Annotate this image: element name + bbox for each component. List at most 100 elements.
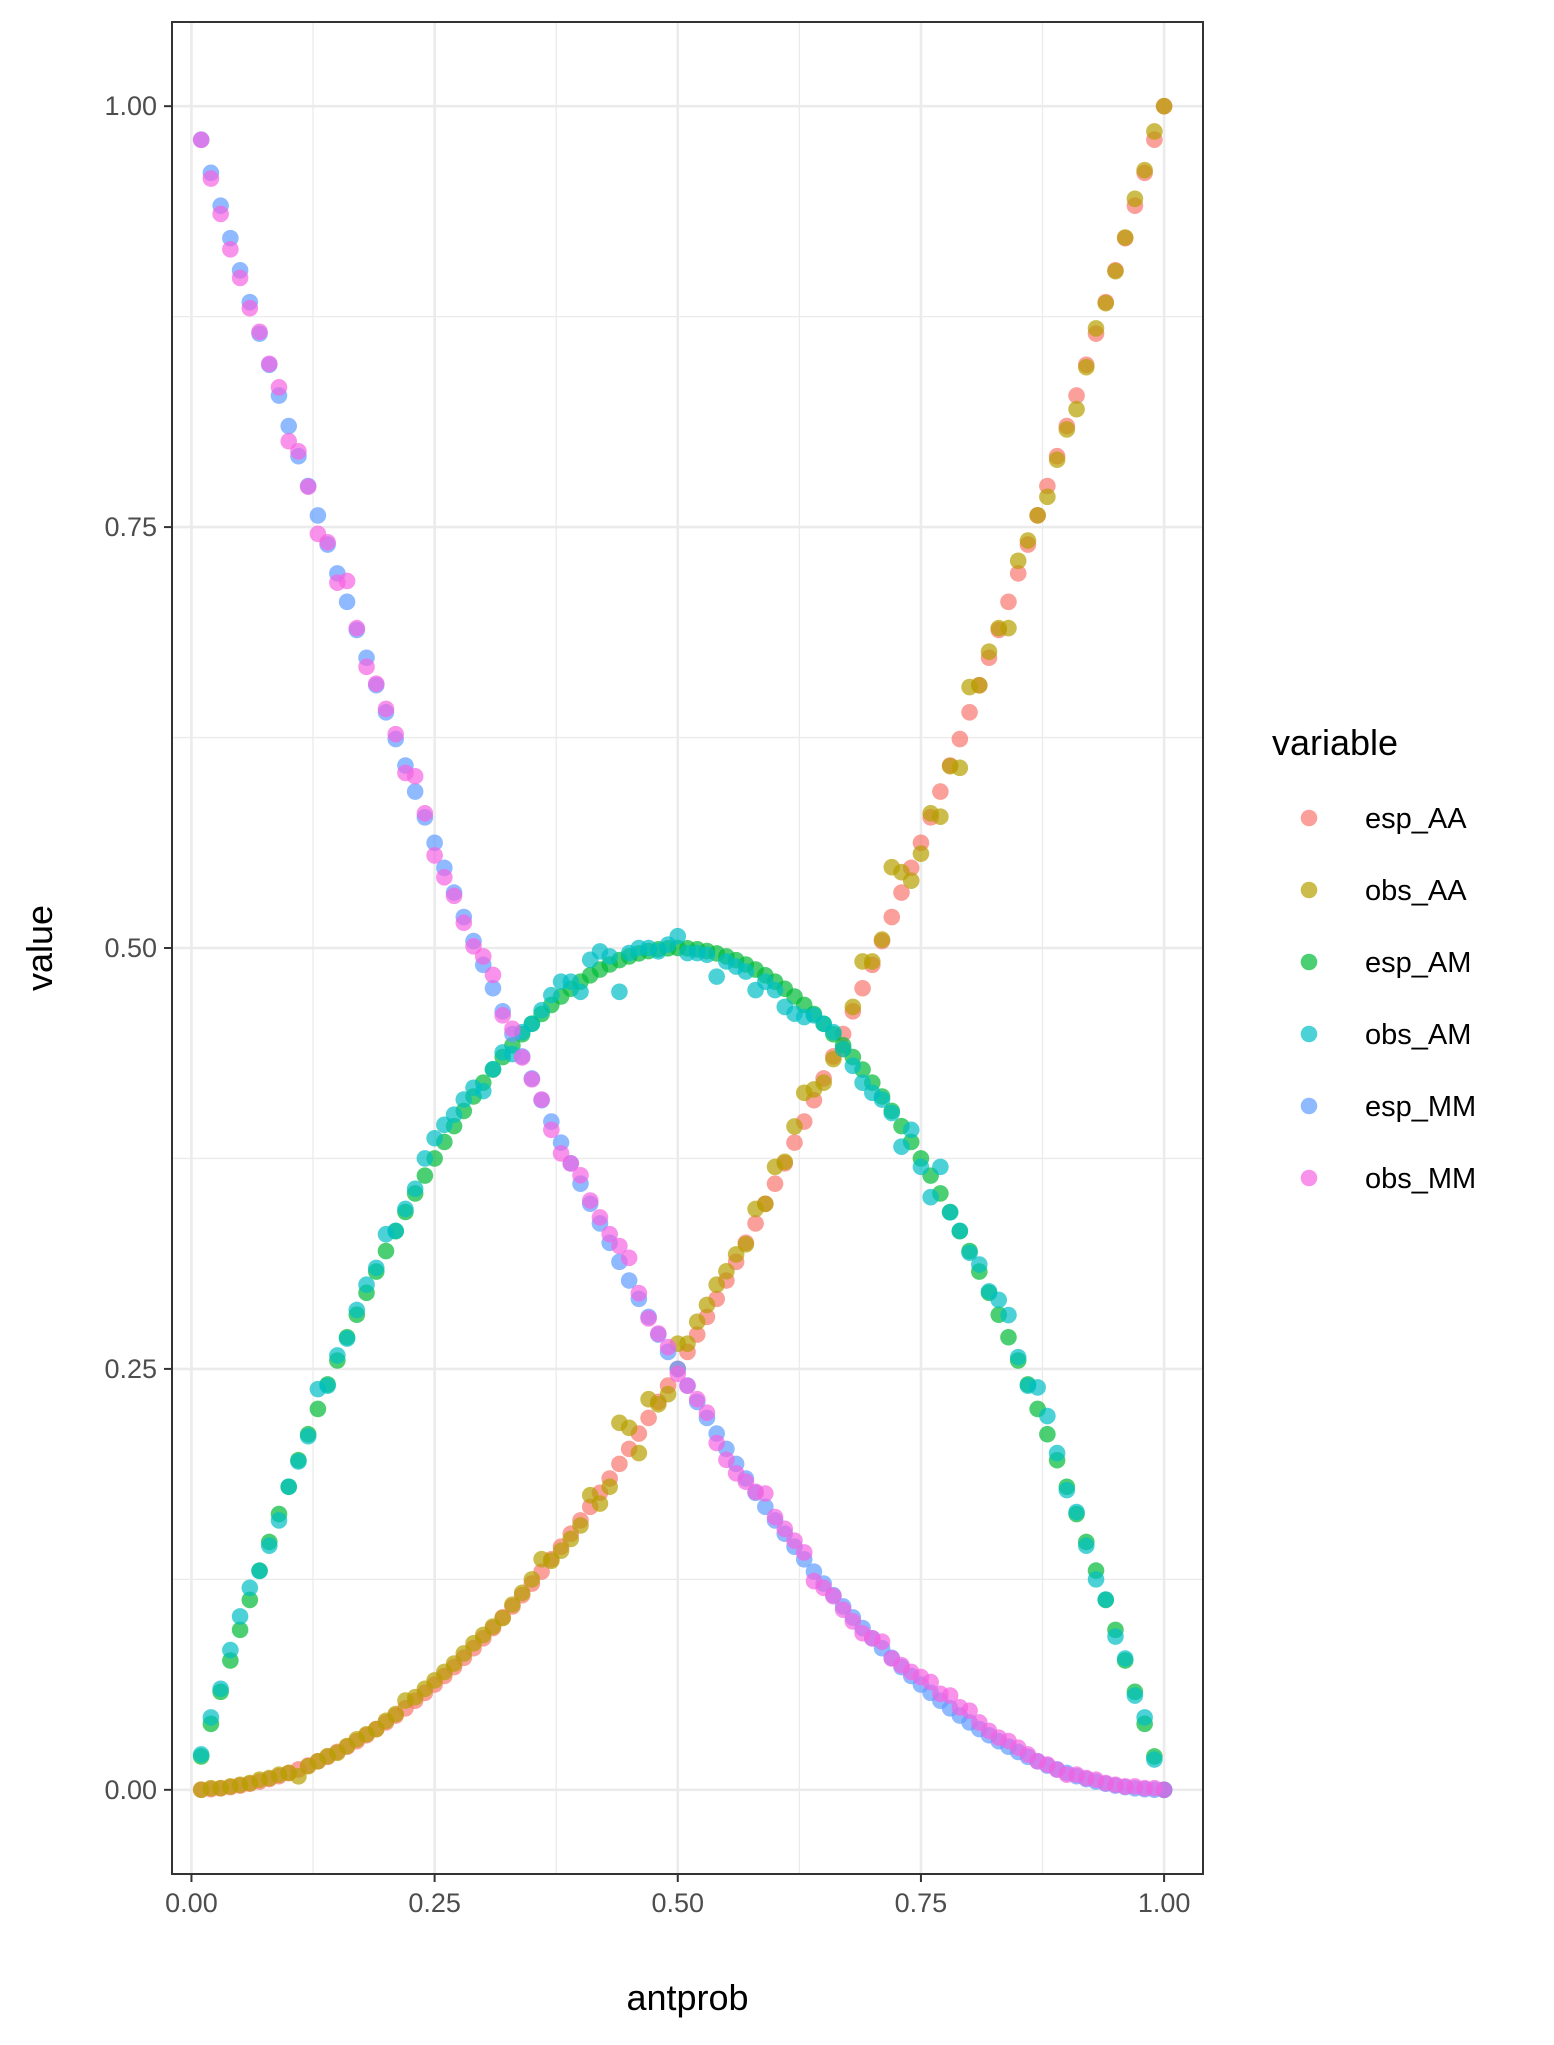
point-obs_AA: [659, 1385, 677, 1403]
point-obs_MM: [650, 1325, 667, 1342]
point-obs_AA: [873, 931, 891, 948]
point-obs_AA: [1155, 97, 1173, 115]
point-esp_AA: [786, 1134, 803, 1151]
point-obs_MM: [776, 1520, 794, 1538]
point-obs_MM: [523, 1071, 541, 1088]
point-obs_AM: [941, 1204, 959, 1221]
point-obs_AM: [893, 1138, 910, 1155]
point-obs_MM: [377, 700, 395, 718]
point-obs_AM: [912, 1158, 930, 1176]
point-obs_AA: [844, 998, 862, 1016]
point-obs_MM: [922, 1673, 939, 1691]
point-obs_AA: [1029, 507, 1046, 524]
point-esp_AM: [1000, 1328, 1017, 1346]
point-obs_AA: [1097, 294, 1115, 312]
legend-item-esp_AM: esp_AM: [1300, 947, 1471, 979]
point-obs_AA: [1146, 123, 1163, 140]
point-obs_AA: [562, 1530, 580, 1548]
point-obs_AM: [231, 1608, 249, 1625]
point-esp_AA: [611, 1455, 628, 1473]
point-obs_MM: [562, 1155, 580, 1172]
point-obs_AM: [367, 1259, 385, 1277]
point-obs_AM: [1126, 1687, 1144, 1704]
point-obs_AM: [241, 1579, 259, 1597]
point-obs_AM: [1077, 1537, 1095, 1554]
legend-label: esp_AM: [1365, 947, 1471, 979]
point-obs_AM: [766, 981, 784, 999]
point-obs_AM: [1136, 1709, 1153, 1726]
point-obs_AM: [416, 1150, 434, 1167]
point-obs_MM: [757, 1485, 774, 1502]
point-esp_AM: [1039, 1425, 1056, 1443]
point-obs_AM: [970, 1256, 988, 1273]
point-obs_AM: [474, 1082, 492, 1100]
legend-item-obs_AA: obs_AA: [1300, 875, 1467, 907]
point-esp_AM: [377, 1242, 395, 1260]
point-obs_MM: [766, 1508, 784, 1526]
point-obs_AA: [1126, 190, 1144, 208]
point-obs_MM: [436, 868, 453, 886]
point-esp_AA: [747, 1215, 764, 1232]
x-tick-label: 0.25: [408, 1888, 461, 1918]
point-obs_MM: [825, 1587, 842, 1605]
x-tick-label: 0.00: [165, 1888, 218, 1918]
point-obs_AM: [358, 1276, 375, 1294]
point-esp_MM: [280, 417, 298, 435]
point-esp_AA: [766, 1175, 784, 1193]
point-obs_AA: [591, 1495, 609, 1512]
point-obs_AM: [737, 963, 755, 980]
point-obs_AA: [951, 759, 969, 777]
point-obs_AM: [932, 1158, 949, 1176]
y-axis: 0.00 0.25 0.50 0.75 1.00: [104, 91, 172, 1805]
y-tick-label: 0.00: [104, 1775, 157, 1805]
point-obs_MM: [387, 725, 405, 743]
point-obs_AA: [708, 1276, 725, 1294]
point-obs_AM: [280, 1478, 298, 1496]
point-obs_MM: [367, 675, 385, 692]
point-obs_MM: [290, 443, 307, 460]
y-tick-label: 0.75: [104, 512, 157, 542]
point-obs_AA: [1107, 262, 1124, 280]
point-obs_AA: [912, 845, 930, 863]
point-obs_MM: [494, 1007, 511, 1024]
x-tick-label: 0.50: [651, 1888, 704, 1918]
legend-key-esp_MM: [1300, 1097, 1318, 1115]
point-esp_MM: [426, 834, 443, 852]
point-obs_AA: [902, 872, 920, 889]
point-obs_AM: [1048, 1444, 1066, 1462]
point-esp_AA: [854, 979, 871, 997]
point-esp_AA: [961, 703, 978, 721]
point-obs_AA: [572, 1517, 589, 1534]
point-obs_AA: [970, 677, 988, 694]
point-obs_AM: [1000, 1306, 1017, 1324]
point-obs_AM: [611, 983, 628, 1001]
y-tick-label: 1.00: [104, 91, 157, 121]
point-obs_AM: [1097, 1591, 1115, 1608]
point-obs_AA: [786, 1118, 803, 1135]
point-obs_AA: [737, 1236, 755, 1253]
x-tick-label: 0.75: [895, 1888, 948, 1918]
point-obs_AA: [980, 643, 998, 660]
point-obs_AM: [319, 1377, 336, 1395]
point-obs_AM: [1009, 1348, 1027, 1366]
point-obs_MM: [786, 1532, 803, 1549]
point-obs_MM: [679, 1377, 696, 1395]
point-obs_AM: [1039, 1407, 1056, 1425]
point-obs_AA: [1019, 532, 1037, 549]
point-obs_AM: [873, 1091, 891, 1108]
point-obs_MM: [1155, 1781, 1173, 1799]
point-obs_AA: [1009, 552, 1027, 570]
point-obs_AM: [533, 1001, 550, 1019]
point-obs_AA: [757, 1195, 774, 1213]
point-esp_MM: [620, 1272, 638, 1289]
point-obs_MM: [795, 1544, 813, 1561]
point-obs_MM: [941, 1687, 959, 1704]
y-axis-title: value: [19, 905, 60, 991]
point-obs_MM: [299, 478, 317, 495]
point-obs_AA: [552, 1542, 570, 1560]
legend-item-esp_MM: esp_MM: [1300, 1091, 1476, 1123]
point-obs_AM: [1116, 1650, 1134, 1667]
point-obs_AM: [572, 983, 589, 1001]
point-obs_AA: [601, 1478, 618, 1496]
